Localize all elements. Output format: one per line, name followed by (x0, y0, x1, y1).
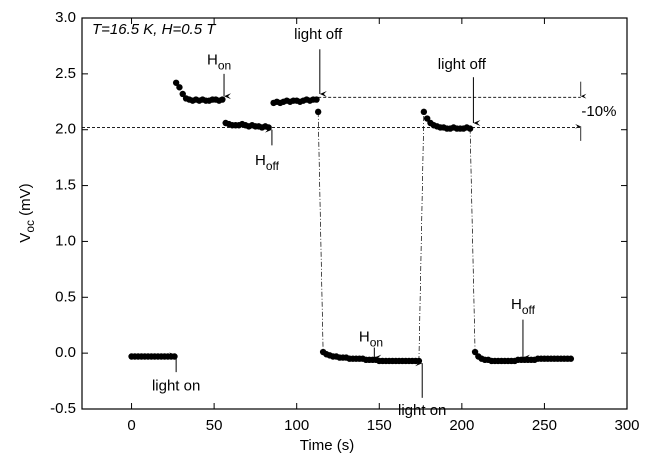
data-point (265, 124, 272, 131)
annotation: light on (152, 378, 200, 395)
annotation: Hoff (511, 296, 536, 317)
annotation-text: light off (438, 56, 487, 73)
transition-line (317, 111, 324, 353)
annotation: light off (294, 26, 343, 43)
data-point (415, 357, 423, 365)
data-point (172, 79, 180, 86)
chart-title: T=16.5 K, H=0.5 T (92, 21, 217, 38)
annotation: light off (438, 56, 487, 73)
data-point (176, 84, 183, 91)
data-point (471, 348, 479, 356)
transition-line (469, 128, 476, 353)
annotation-text: H (511, 296, 522, 313)
data-point (171, 353, 178, 360)
x-tick-label: 0 (127, 417, 135, 434)
annotation: Hoff (255, 152, 280, 173)
annotation-text: light off (294, 26, 343, 43)
y-tick-label: 2.5 (55, 65, 76, 82)
data-point (314, 108, 322, 116)
x-tick-label: 300 (614, 417, 639, 434)
y-tick-label: 0.5 (55, 288, 76, 305)
annotation-text: -10% (581, 103, 616, 120)
x-axis-label: Time (s) (300, 437, 354, 454)
data-point (567, 355, 575, 362)
data-point (423, 115, 431, 122)
y-tick-label: 0.0 (55, 344, 76, 361)
y-axis-label-main: V (17, 233, 34, 243)
annotation-sub: off (266, 159, 280, 173)
y-tick-label: -0.5 (50, 400, 76, 417)
annotation: -10% (581, 103, 616, 120)
y-tick-label: 2.0 (55, 121, 76, 138)
annotation-text: light on (152, 378, 200, 395)
y-axis-label-unit: (mV) (17, 183, 34, 220)
plot-frame (81, 17, 628, 410)
annotation-text: H (255, 152, 266, 169)
annotation-text: light on (398, 402, 446, 419)
x-tick-label: 150 (367, 417, 392, 434)
data-point (179, 90, 186, 98)
x-tick-label: 100 (284, 417, 309, 434)
x-tick-label: 50 (206, 417, 223, 434)
data-point (420, 108, 428, 116)
x-tick-label: 250 (532, 417, 557, 434)
annotation-sub: off (522, 303, 536, 317)
y-tick-label: 1.5 (55, 177, 76, 194)
data-point (466, 125, 474, 132)
transition-line (418, 111, 425, 361)
y-axis-label: Voc (mV) (17, 183, 37, 242)
annotation-text: H (207, 51, 218, 68)
data-point (313, 96, 320, 103)
x-tick-label: 200 (449, 417, 474, 434)
annotation-sub: on (218, 59, 231, 73)
annotation-text: H (359, 328, 370, 345)
y-tick-label: 3.0 (55, 9, 76, 26)
y-axis-label-sub: oc (23, 220, 37, 233)
annotation: Hon (359, 328, 383, 349)
annotation: Hon (207, 51, 231, 72)
y-tick-label: 1.0 (55, 232, 76, 249)
annotation-sub: on (370, 336, 383, 350)
data-point (219, 96, 226, 103)
annotation: light on (398, 402, 446, 419)
